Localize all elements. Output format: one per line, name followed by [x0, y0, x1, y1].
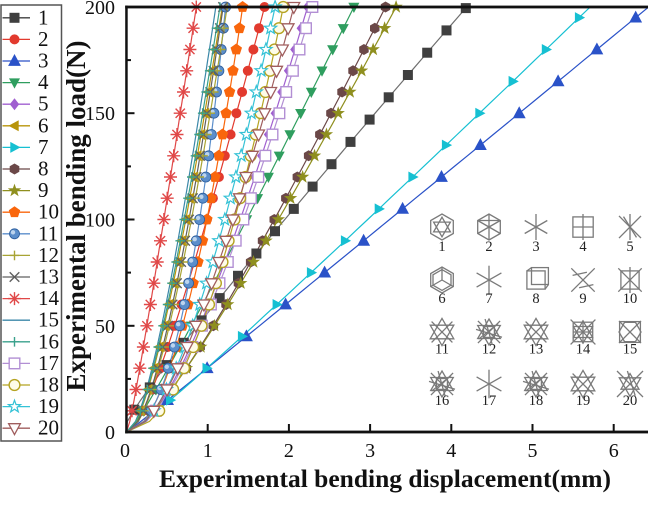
svg-text:7: 7	[38, 135, 49, 159]
svg-text:5: 5	[626, 239, 633, 255]
svg-text:150: 150	[85, 103, 115, 125]
svg-text:1: 1	[203, 440, 213, 462]
svg-text:15: 15	[38, 308, 59, 332]
svg-text:11: 11	[435, 342, 449, 358]
svg-text:20: 20	[38, 416, 59, 440]
svg-text:19: 19	[38, 394, 59, 418]
svg-text:3: 3	[365, 440, 375, 462]
svg-text:5: 5	[38, 92, 49, 116]
svg-text:100: 100	[85, 210, 115, 232]
svg-text:2: 2	[284, 440, 294, 462]
svg-text:1: 1	[38, 5, 49, 29]
svg-text:0: 0	[105, 422, 115, 444]
svg-text:13: 13	[529, 342, 544, 358]
svg-text:200: 200	[85, 0, 115, 19]
svg-text:17: 17	[38, 351, 59, 375]
svg-text:2: 2	[38, 27, 49, 51]
svg-text:Experimental bending displacem: Experimental bending displacement(mm)	[159, 464, 611, 493]
svg-text:10: 10	[38, 200, 59, 224]
svg-text:6: 6	[438, 291, 445, 307]
svg-text:5: 5	[528, 440, 538, 462]
svg-text:10: 10	[623, 291, 638, 307]
svg-text:9: 9	[38, 178, 49, 202]
svg-text:50: 50	[95, 316, 115, 338]
svg-text:4: 4	[446, 440, 456, 462]
svg-text:8: 8	[532, 291, 539, 307]
svg-text:12: 12	[482, 342, 497, 358]
svg-text:20: 20	[623, 393, 638, 409]
svg-text:6: 6	[38, 113, 49, 137]
svg-text:6: 6	[609, 440, 619, 462]
svg-text:Experimental bending load(N): Experimental bending load(N)	[61, 40, 91, 391]
svg-text:8: 8	[38, 157, 49, 181]
svg-text:19: 19	[576, 393, 591, 409]
svg-text:3: 3	[532, 239, 539, 255]
svg-text:0: 0	[120, 440, 130, 462]
svg-text:9: 9	[579, 291, 586, 307]
svg-text:7: 7	[485, 291, 492, 307]
svg-text:17: 17	[482, 393, 497, 409]
svg-text:1: 1	[438, 239, 445, 255]
svg-text:2: 2	[485, 239, 492, 255]
svg-text:14: 14	[38, 286, 60, 310]
svg-text:12: 12	[38, 243, 59, 267]
svg-text:15: 15	[623, 342, 638, 358]
svg-text:4: 4	[579, 239, 587, 255]
svg-text:16: 16	[38, 329, 59, 353]
svg-text:4: 4	[38, 70, 49, 94]
svg-text:3: 3	[38, 49, 49, 73]
svg-text:13: 13	[38, 265, 59, 289]
svg-text:16: 16	[435, 393, 450, 409]
svg-text:14: 14	[576, 342, 591, 358]
svg-text:18: 18	[38, 373, 59, 397]
svg-text:11: 11	[38, 221, 58, 245]
svg-text:18: 18	[529, 393, 544, 409]
